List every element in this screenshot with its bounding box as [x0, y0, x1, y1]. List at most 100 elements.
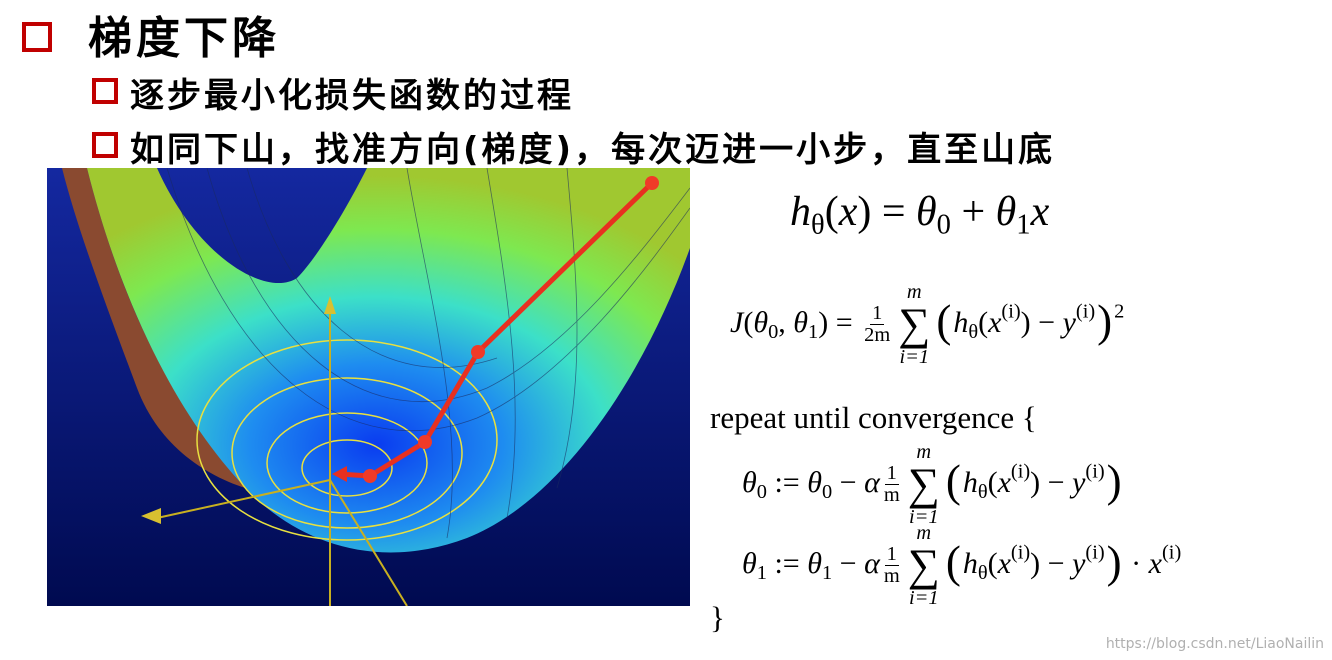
- formula-part: (i): [1075, 300, 1096, 323]
- update-formula: θ1 := θ1 − α 1 m m ∑ i=1 (hθ(x(i)) − y(i)) · x…: [742, 523, 1181, 609]
- formula-part: (i): [1010, 460, 1031, 483]
- sum-symbol: ∑: [898, 299, 931, 350]
- axis-arrow: [141, 508, 161, 524]
- formula-part: θ: [793, 305, 809, 339]
- formula-part: θ: [811, 209, 825, 241]
- formula-part: x: [1030, 189, 1050, 235]
- sum-lower: i=1: [908, 506, 939, 529]
- denominator: 2m: [864, 324, 891, 347]
- sum-symbol: ∑: [907, 459, 940, 510]
- formula-part: ) −: [1030, 465, 1073, 499]
- formula-part: :=: [766, 465, 808, 499]
- formula-part: θ: [807, 546, 822, 580]
- formula-part: θ: [742, 546, 757, 580]
- formula-part: x: [997, 465, 1011, 499]
- slide-title: 梯度下降: [88, 13, 280, 64]
- formula-part: (: [743, 305, 754, 339]
- numerator: 1: [884, 542, 899, 567]
- formula-part: h: [953, 305, 969, 339]
- sum-lower: i=1: [899, 346, 930, 369]
- contours: [196, 339, 498, 541]
- denominator: m: [883, 565, 900, 588]
- formula-part: (: [824, 189, 839, 235]
- formula-part: 0: [821, 480, 833, 503]
- descent-arrow: [332, 466, 347, 482]
- bullet-box: [92, 132, 118, 158]
- formula-part: x: [997, 546, 1011, 580]
- formula-part: +: [950, 189, 996, 235]
- formula-part: α: [864, 546, 880, 580]
- formula-part: (i): [1085, 541, 1105, 564]
- formula-part: θ: [742, 465, 757, 499]
- sum-lower: i=1: [908, 587, 939, 610]
- formula-part: x: [838, 189, 858, 235]
- formula-part: y: [1062, 305, 1076, 339]
- sum-upper: m: [906, 281, 922, 303]
- descent-steps: [363, 176, 659, 483]
- formula-part: α: [864, 465, 880, 499]
- formula-part: h: [962, 465, 978, 499]
- cost-formula: J(θ0, θ1) = 1 2m m ∑ i=1 (hθ(x(i)) − y(i))2: [730, 282, 1124, 368]
- numerator: 1: [884, 461, 899, 486]
- title-box: [22, 22, 52, 52]
- formula-part: θ: [977, 480, 988, 503]
- formula-part: (: [945, 456, 961, 507]
- hypothesis-formula: hθ(x) = θ0 + θ1x: [790, 188, 1049, 242]
- surface-edge: [62, 168, 307, 498]
- formula-part: 1: [808, 320, 819, 343]
- bullet: 如同下山，找准方向(梯度)，每次迈进一小步，直至山底: [130, 130, 1056, 170]
- sum-upper: m: [916, 522, 932, 544]
- formula-part: θ: [753, 305, 769, 339]
- formula-part: 0: [756, 480, 767, 503]
- formula-part: ) =: [857, 189, 917, 235]
- formula-part: ) −: [1030, 546, 1073, 580]
- sum-upper: m: [916, 441, 932, 463]
- formula-part: (: [945, 537, 961, 588]
- formula-part: θ: [968, 320, 979, 343]
- axes: [156, 308, 408, 606]
- formula-part: ,: [778, 305, 794, 339]
- watermark: https://blog.csdn.net/LiaoNailin: [1105, 636, 1324, 652]
- summation: m ∑ i=1: [908, 523, 940, 609]
- formula-part: (: [987, 546, 998, 580]
- formula-part: ): [1097, 296, 1113, 347]
- mesh: [166, 168, 690, 539]
- formula-part: ) −: [1020, 305, 1063, 339]
- formula-part: θ: [807, 465, 822, 499]
- update-formula: θ0 := θ0 − α 1 m m ∑ i=1 (hθ(x(i)) − y(i)): [742, 442, 1124, 528]
- summation: m ∑ i=1: [898, 282, 930, 368]
- formula-part: (: [987, 465, 998, 499]
- formula-part: ) =: [818, 305, 861, 339]
- formula-part: x: [988, 305, 1002, 339]
- formula-part: (i): [1001, 300, 1021, 323]
- formula-part: −: [832, 546, 865, 580]
- summation: m ∑ i=1: [908, 442, 940, 528]
- formula-part: J: [730, 305, 744, 339]
- bullet-box: [92, 78, 118, 104]
- formula-part: θ: [977, 561, 988, 584]
- formula-part: θ: [995, 189, 1017, 235]
- formula-part: (i): [1010, 541, 1031, 564]
- sum-symbol: ∑: [907, 540, 940, 591]
- fraction: 1 2m: [864, 301, 891, 347]
- formula-part: x: [1148, 546, 1162, 580]
- formula-part: 0: [768, 320, 779, 343]
- formula-part: h: [790, 189, 811, 235]
- formula-part: 2: [1114, 300, 1125, 323]
- formula-part: y: [1072, 465, 1086, 499]
- formula-part: (i): [1162, 541, 1182, 564]
- surface: [87, 168, 690, 553]
- formula-part: h: [962, 546, 978, 580]
- close-brace: }: [710, 600, 725, 635]
- formula-part: θ: [916, 189, 937, 235]
- formula-part: 0: [936, 209, 951, 241]
- formula-part: y: [1072, 546, 1086, 580]
- bullet: 逐步最小化损失函数的过程: [130, 76, 574, 116]
- formula-part: 1: [821, 561, 833, 584]
- formula-part: (i): [1085, 460, 1105, 483]
- numerator: 1: [870, 301, 885, 326]
- repeat-text: repeat until convergence {: [710, 400, 1037, 435]
